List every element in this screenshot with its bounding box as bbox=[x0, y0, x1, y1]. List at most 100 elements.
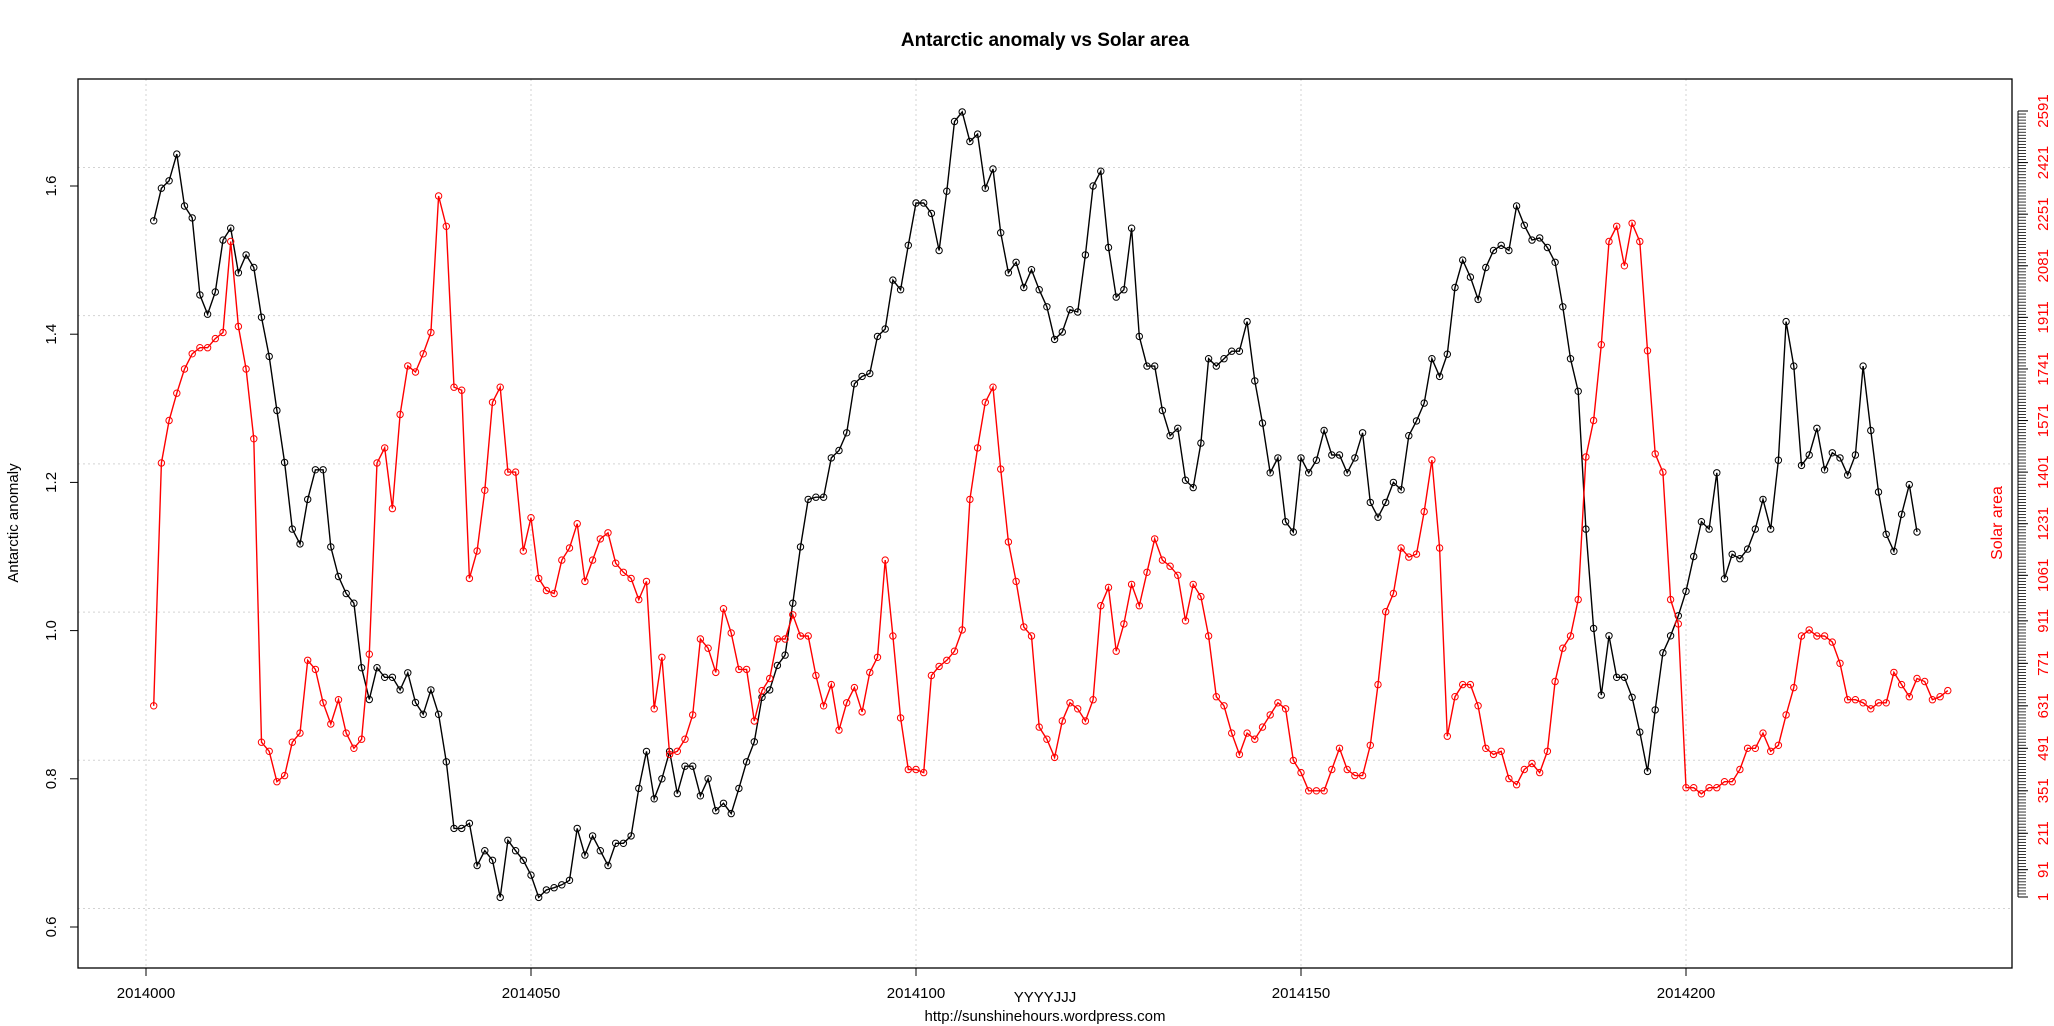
data-point bbox=[481, 486, 489, 494]
data-point bbox=[1428, 355, 1436, 363]
data-point bbox=[496, 893, 504, 902]
data-point bbox=[1713, 469, 1721, 477]
data-point bbox=[1851, 696, 1860, 704]
x-tick-label: 2014050 bbox=[502, 985, 560, 1002]
data-point bbox=[1251, 735, 1259, 743]
data-point bbox=[1443, 350, 1452, 358]
plot-frame bbox=[77, 78, 2013, 969]
data-point bbox=[1836, 454, 1844, 462]
data-point bbox=[365, 695, 373, 704]
data-point bbox=[388, 673, 397, 681]
data-point bbox=[796, 632, 805, 640]
data-point bbox=[1297, 768, 1305, 777]
data-point bbox=[1705, 784, 1713, 792]
data-point bbox=[766, 674, 774, 683]
y-tick-label: 0.8 bbox=[43, 768, 60, 789]
y2-tick-label: 1741 bbox=[2035, 352, 2052, 385]
data-point bbox=[150, 702, 158, 710]
data-point bbox=[1859, 362, 1867, 370]
data-point bbox=[1897, 510, 1906, 518]
data-point bbox=[1166, 562, 1174, 570]
data-point bbox=[273, 406, 281, 415]
data-point bbox=[1566, 632, 1575, 640]
data-point bbox=[1120, 620, 1128, 628]
data-point bbox=[373, 459, 381, 467]
data-point bbox=[165, 177, 173, 185]
data-point bbox=[673, 789, 681, 798]
y2-tick-label: 351 bbox=[2035, 778, 2052, 803]
data-point bbox=[681, 762, 689, 770]
data-point bbox=[573, 520, 581, 528]
data-point bbox=[311, 466, 320, 474]
y2-tick-label: 2591 bbox=[2035, 94, 2052, 127]
data-point bbox=[188, 350, 196, 358]
data-point bbox=[966, 137, 974, 146]
data-point bbox=[1289, 756, 1298, 765]
data-point bbox=[1027, 266, 1036, 274]
data-point bbox=[242, 251, 250, 259]
data-point bbox=[280, 458, 289, 467]
data-point bbox=[819, 702, 828, 710]
data-point bbox=[1266, 469, 1274, 477]
data-point bbox=[296, 540, 304, 548]
data-point bbox=[773, 635, 782, 643]
data-point bbox=[334, 572, 343, 581]
y-tick-label: 1.0 bbox=[43, 620, 60, 641]
data-point bbox=[1058, 717, 1067, 725]
data-point bbox=[1628, 219, 1636, 228]
data-point bbox=[565, 876, 574, 884]
data-point bbox=[1805, 626, 1813, 634]
data-point bbox=[458, 386, 466, 394]
data-point bbox=[419, 350, 427, 358]
y2-tick-label: 911 bbox=[2035, 609, 2052, 633]
y2-tick-label: 2421 bbox=[2035, 146, 2052, 179]
data-point bbox=[1820, 632, 1829, 640]
data-point bbox=[750, 717, 758, 725]
data-point bbox=[1620, 262, 1629, 270]
data-point bbox=[1389, 589, 1398, 598]
data-point bbox=[1574, 595, 1582, 604]
data-point bbox=[227, 224, 235, 232]
data-point bbox=[1243, 729, 1251, 737]
data-point bbox=[504, 468, 512, 476]
data-point bbox=[1312, 787, 1321, 795]
data-point bbox=[1913, 528, 1921, 536]
data-point bbox=[1697, 518, 1706, 526]
data-point bbox=[1050, 335, 1059, 344]
data-point bbox=[434, 192, 443, 200]
data-point bbox=[1151, 535, 1159, 543]
data-point bbox=[635, 595, 643, 604]
data-point bbox=[773, 661, 782, 670]
data-point bbox=[411, 698, 420, 707]
data-point bbox=[511, 468, 520, 476]
data-point bbox=[619, 839, 628, 847]
data-point bbox=[1643, 347, 1652, 355]
data-point bbox=[342, 589, 350, 598]
data-point bbox=[1151, 362, 1159, 370]
data-point bbox=[1905, 693, 1914, 701]
y2-tick-label: 211 bbox=[2035, 821, 2052, 845]
data-point bbox=[896, 714, 905, 722]
data-point bbox=[1489, 246, 1498, 255]
data-point bbox=[411, 368, 420, 376]
data-point bbox=[1189, 580, 1197, 589]
data-point bbox=[1944, 686, 1952, 695]
data-point bbox=[1597, 341, 1606, 349]
data-point bbox=[1613, 673, 1621, 681]
y2-axis-label: Solar area bbox=[1989, 486, 2006, 560]
data-point bbox=[889, 276, 897, 284]
data-point bbox=[1197, 439, 1205, 447]
data-point bbox=[1035, 286, 1043, 294]
data-point bbox=[681, 735, 689, 743]
source-credit: http://sunshinehours.wordpress.com bbox=[925, 1008, 1166, 1025]
data-point bbox=[1828, 449, 1837, 457]
data-point bbox=[1281, 518, 1290, 526]
data-point bbox=[1112, 293, 1120, 301]
data-point bbox=[1528, 236, 1536, 244]
data-point bbox=[850, 683, 859, 692]
data-point bbox=[1536, 768, 1544, 777]
data-point bbox=[350, 599, 358, 607]
data-point bbox=[257, 738, 266, 746]
data-point bbox=[789, 599, 797, 607]
